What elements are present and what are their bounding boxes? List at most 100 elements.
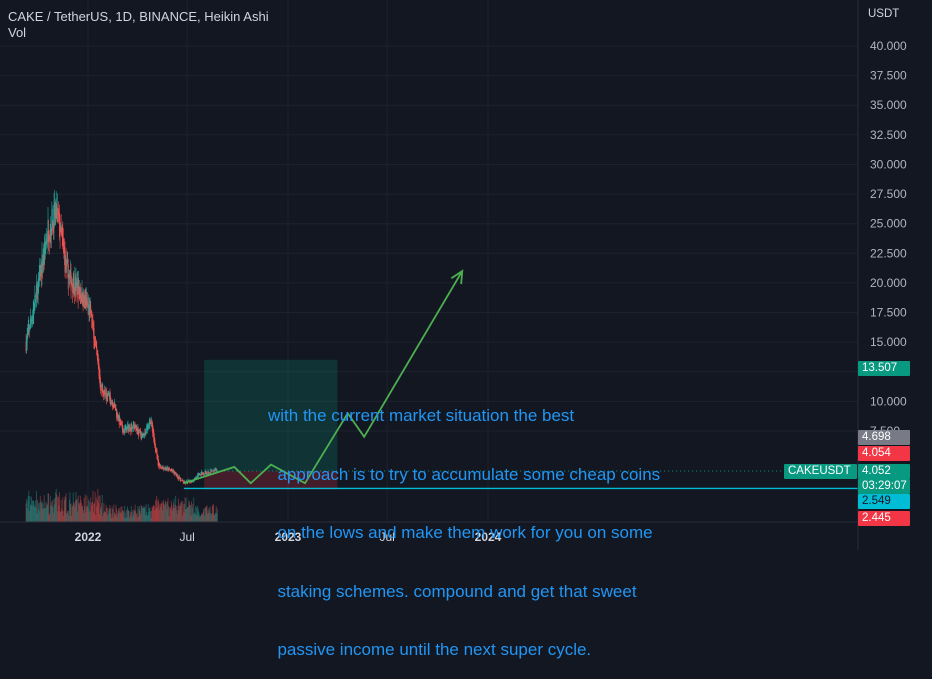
candle-body [97, 354, 99, 364]
candle-body [35, 293, 37, 302]
time-tick-label: 2024 [475, 530, 502, 544]
candle-body [86, 300, 88, 306]
volume-indicator-label[interactable]: Vol [8, 25, 27, 40]
candle-body [142, 433, 144, 436]
candle-body [189, 481, 191, 484]
volume-bar [53, 498, 55, 522]
volume-bar [100, 506, 102, 522]
volume-bar [94, 491, 96, 522]
candle-body [152, 425, 154, 434]
candle-body [216, 470, 218, 472]
symbol-tag[interactable]: CAKEUSDT [784, 464, 857, 479]
volume-bar [105, 504, 107, 522]
volume-bar [92, 490, 94, 522]
candle-body [171, 470, 173, 472]
volume-bar [99, 495, 101, 522]
candle-body [181, 479, 183, 481]
candle-body [178, 478, 180, 479]
price-scale-tag[interactable]: 03:29:07 [858, 479, 910, 494]
candle-body [99, 370, 100, 379]
volume-bar [142, 508, 144, 522]
candle-body [110, 400, 112, 405]
volume-bar [85, 511, 87, 522]
candle-body [152, 429, 154, 433]
candle-body [113, 405, 115, 408]
price-scale-tag[interactable]: 4.052 [858, 464, 910, 479]
price-scale-tag[interactable]: 2.445 [858, 511, 910, 526]
volume-bar [27, 500, 29, 522]
candle-body [213, 470, 214, 472]
volume-bar [129, 517, 131, 522]
volume-bar [190, 505, 191, 522]
volume-bar [107, 507, 109, 522]
volume-bar [36, 513, 38, 522]
candle-body [94, 338, 96, 349]
volume-bar [179, 503, 181, 522]
chart-grid [0, 0, 858, 522]
volume-bar [191, 508, 193, 522]
candle-body [112, 404, 114, 408]
volume-bar [67, 510, 69, 522]
chart-title[interactable]: CAKE / TetherUS, 1D, BINANCE, Heikin Ash… [8, 9, 269, 24]
candle-body [96, 346, 98, 356]
volume-bar [211, 506, 213, 522]
candle-body [176, 474, 178, 479]
candle-body [105, 392, 107, 397]
price-chart[interactable]: USDT 7.50010.00012.50015.00017.50020.000… [0, 0, 932, 550]
candle-body [122, 428, 124, 435]
volume-bar [44, 508, 46, 522]
volume-bar [108, 508, 110, 522]
volume-bar [115, 504, 117, 522]
price-scale-tag[interactable]: 4.054 [858, 446, 910, 461]
volume-bar [69, 492, 71, 522]
volume-bar [71, 507, 73, 522]
annotation-text[interactable]: with the current market situation the be… [268, 367, 788, 679]
candle-body [27, 330, 29, 339]
price-scale-tag[interactable]: 4.698 [858, 430, 910, 445]
volume-bar [196, 514, 198, 522]
volume-bar [43, 495, 45, 522]
volume-bar [128, 510, 130, 522]
volume-bar [139, 505, 140, 522]
candle-body [170, 470, 172, 471]
volume-bar [175, 506, 177, 522]
volume-bar [34, 500, 36, 522]
volume-bar [152, 505, 154, 522]
projection-path[interactable] [183, 270, 464, 485]
candle-body [108, 392, 110, 395]
long-position-profit-zone[interactable] [204, 359, 338, 471]
volume-bar [83, 497, 85, 522]
volume-bar [66, 512, 68, 522]
volume-bar [60, 512, 62, 522]
volume-bar [136, 513, 138, 522]
long-position-loss-zone[interactable] [204, 470, 338, 490]
candle-body [150, 421, 151, 425]
price-tick-label: 37.500 [870, 69, 907, 83]
volume-bar [177, 498, 179, 522]
price-scale-tag[interactable]: 2.549 [858, 494, 910, 509]
candle-body [72, 276, 74, 289]
candle-body [160, 467, 162, 468]
candle-body [117, 412, 119, 419]
price-axis-ticks[interactable]: 7.50010.00012.50015.00017.50020.00022.50… [870, 39, 907, 438]
candle-body [154, 439, 156, 448]
volume-bar [132, 510, 134, 522]
price-scale-tag[interactable]: 13.507 [858, 361, 910, 376]
volume-bar [64, 496, 66, 522]
volume-bar [162, 510, 163, 522]
candle-body [193, 480, 195, 482]
volume-bar [202, 514, 203, 522]
volume-bar [133, 514, 134, 522]
volume-bar [78, 504, 80, 522]
volume-bar [120, 506, 122, 522]
volume-bar [183, 503, 185, 522]
time-axis-ticks[interactable]: 2022 Jul 2023 Jul 2024 [75, 530, 502, 544]
volume-bar [87, 507, 89, 522]
candle-body [119, 419, 121, 425]
candle-body [49, 233, 51, 240]
candle-body [209, 472, 211, 474]
volume-bar [164, 501, 166, 522]
candle-body [133, 421, 134, 428]
candle-body [197, 474, 199, 479]
volume-bar [159, 506, 161, 522]
